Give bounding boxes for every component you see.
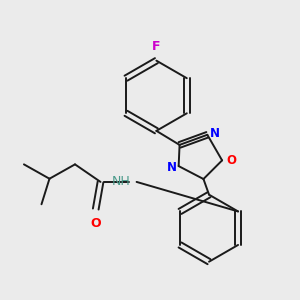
Text: O: O <box>226 154 236 167</box>
Text: O: O <box>90 217 101 230</box>
Text: N: N <box>210 127 220 140</box>
Text: NH: NH <box>112 176 131 188</box>
Text: F: F <box>152 40 160 53</box>
Text: N: N <box>167 161 177 174</box>
